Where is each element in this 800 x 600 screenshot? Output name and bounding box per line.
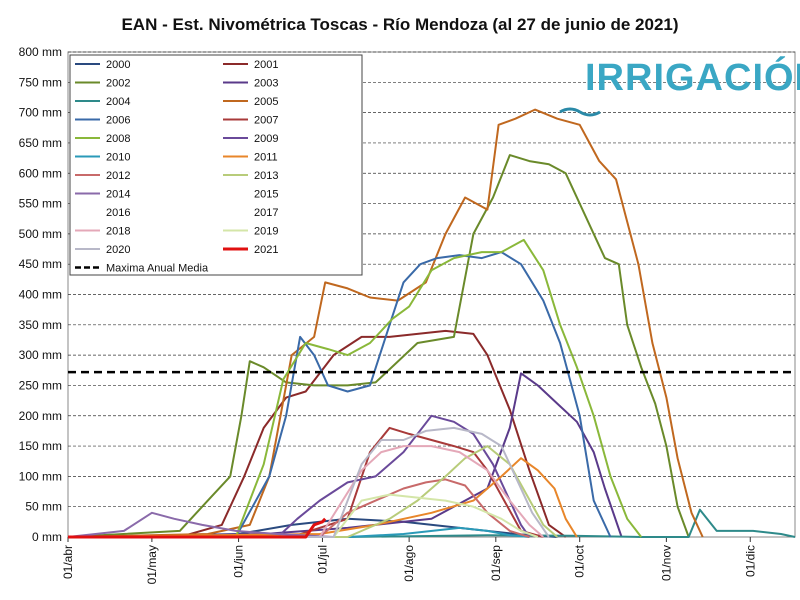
- legend-label: 2021: [254, 244, 278, 256]
- legend: 2000 2001 2002 2003 2004 2005 2006 2007 2008 2009…: [69, 54, 363, 276]
- series-line-2003: [67, 372, 623, 538]
- logo: IRRIGACIÓN: [559, 55, 800, 117]
- legend-label: 2010: [106, 152, 130, 164]
- y-tick-label: 400 mm: [19, 288, 62, 302]
- y-tick-label: 500 mm: [19, 227, 62, 241]
- logo-text: IRRIGACIÓN: [585, 55, 800, 99]
- series-line-2011: [67, 457, 578, 538]
- legend-label: 2002: [106, 78, 130, 90]
- y-tick-label: 800 mm: [19, 45, 62, 59]
- x-tick-label: 01/oct: [573, 544, 587, 577]
- legend-label: 2016: [106, 207, 130, 219]
- legend-label: 2003: [254, 78, 278, 90]
- y-tick-label: 200 mm: [19, 409, 62, 423]
- y-tick-label: 750 mm: [19, 75, 62, 89]
- legend-label: 2000: [106, 59, 130, 71]
- legend-box: [69, 54, 363, 276]
- legend-label: 2014: [106, 189, 130, 201]
- series-line-2006: [68, 251, 612, 538]
- series-line-2012: [68, 478, 530, 538]
- series-line-2004: [68, 508, 796, 538]
- y-axis: 0 mm 50 mm 100 mm 150 mm 200 mm 250 mm 300 mm 3…: [19, 45, 62, 544]
- x-tick-label: 01/jul: [315, 545, 329, 574]
- series-line-2013: [68, 445, 558, 538]
- x-tick-label: 01/jun: [232, 545, 246, 578]
- x-tick-label: 01/abr: [61, 545, 75, 579]
- x-tick-label: 01/ago: [402, 545, 416, 582]
- y-tick-label: 50 mm: [25, 500, 62, 514]
- legend-label: 2017: [254, 207, 278, 219]
- chart-title: EAN - Est. Nivométrica Toscas - Río Mend…: [121, 15, 678, 34]
- legend-label: 2011: [254, 152, 278, 164]
- legend-label: 2004: [106, 96, 130, 108]
- legend-label: 2008: [106, 133, 130, 145]
- legend-label: 2009: [254, 133, 278, 145]
- y-tick-label: 250 mm: [19, 378, 62, 392]
- y-tick-label: 350 mm: [19, 318, 62, 332]
- series-line-2002: [67, 154, 690, 538]
- series-line-2014: [67, 511, 334, 538]
- series-line-2018: [68, 445, 544, 538]
- y-tick-label: 300 mm: [19, 348, 62, 362]
- legend-label: 2012: [106, 170, 130, 182]
- legend-label: 2006: [106, 115, 130, 127]
- y-tick-label: 100 mm: [19, 469, 62, 483]
- series-line-2019: [68, 493, 539, 538]
- series-line-2021: [68, 517, 327, 539]
- y-tick-label: 700 mm: [19, 106, 62, 120]
- y-tick-label: 550 mm: [19, 197, 62, 211]
- series-lines: [67, 108, 796, 539]
- legend-label: 2007: [254, 115, 278, 127]
- x-tick-label: 01/sep: [489, 545, 503, 581]
- x-tick-label: 01/nov: [659, 545, 673, 581]
- legend-label: 2020: [106, 244, 130, 256]
- x-axis: 01/abr 01/may 01/jun 01/jul 01/ago 01/sep 01/o…: [61, 537, 757, 584]
- y-tick-label: 650 mm: [19, 136, 62, 150]
- legend-label: 2015: [254, 189, 278, 201]
- series-line-2008: [68, 238, 642, 538]
- legend-label: 2018: [106, 226, 130, 238]
- y-tick-label: 0 mm: [32, 530, 62, 544]
- series-line-2020: [68, 426, 550, 538]
- y-tick-label: 600 mm: [19, 166, 62, 180]
- legend-label: Maxima Anual Media: [106, 263, 209, 275]
- y-tick-label: 450 mm: [19, 257, 62, 271]
- wave-icon: [559, 107, 601, 117]
- x-tick-label: 01/dic: [743, 545, 757, 577]
- y-tick-label: 150 mm: [19, 439, 62, 453]
- legend-label: 2001: [254, 59, 278, 71]
- x-tick-label: 01/may: [145, 545, 159, 584]
- legend-label: 2005: [254, 96, 278, 108]
- legend-label: 2019: [254, 226, 278, 238]
- legend-label: 2013: [254, 170, 278, 182]
